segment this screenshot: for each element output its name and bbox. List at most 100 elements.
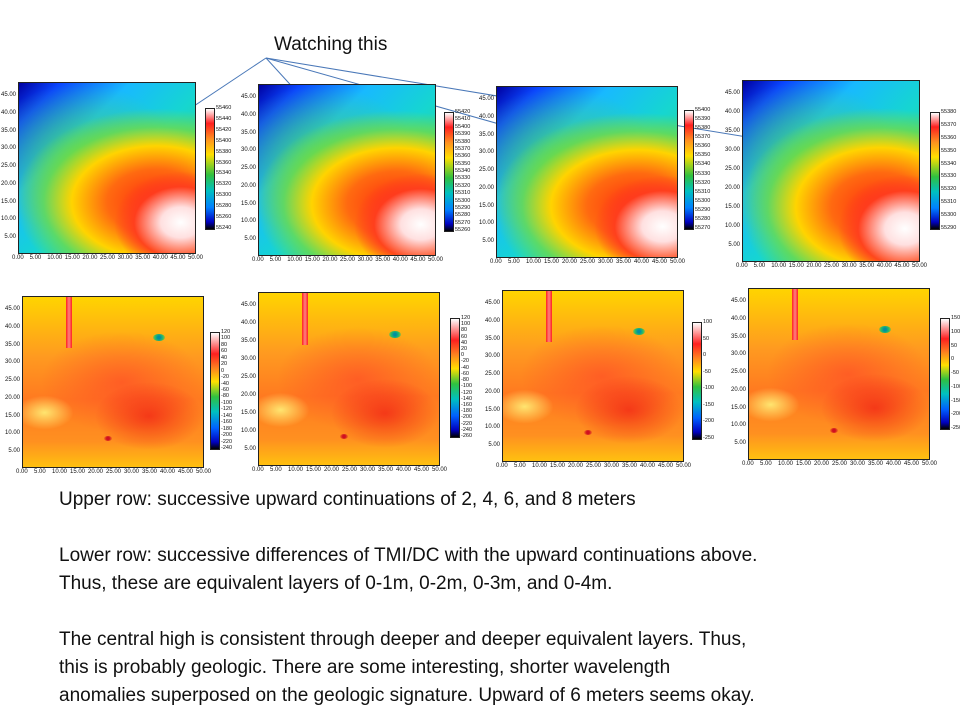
upper-map-1-xtick: 45.00 [170, 255, 186, 261]
upper-map-3-xtick: 50.00 [670, 259, 686, 265]
upper-map-4-ytick: 5.00 [728, 242, 740, 248]
upper-map-4-ytick: 25.00 [724, 166, 740, 172]
lower-map-2-xtick: 10.00 [288, 467, 304, 473]
lower-colorbar-1-tick: 100 [221, 335, 231, 342]
upper-colorbar-3-tick: 55350 [695, 152, 711, 159]
upper-colorbar-2 [444, 112, 454, 232]
lower-map-3-xtick: 35.00 [622, 463, 638, 469]
lower-map-2-ytick: 25.00 [240, 374, 256, 380]
upper-map-2-xtick: 0.00 [252, 257, 264, 263]
lower-colorbar-2 [450, 318, 460, 438]
lower-map-4-ytick: 30.00 [730, 351, 746, 358]
lower-map-2-xtick: 45.00 [414, 467, 430, 473]
upper-map-1-ytick: 15.00 [0, 198, 16, 205]
lower-map-4-xtick: 25.00 [832, 461, 848, 467]
upper-colorbar-1-tick: 55400 [216, 137, 232, 144]
lower-map-3-ytick: 5.00 [488, 442, 500, 448]
upper-colorbar-1-tick: 55300 [216, 192, 232, 199]
upper-colorbar-2-tick: 55410 [455, 116, 471, 123]
upper-map-3-ytick: 5.00 [482, 238, 494, 244]
lower-map-1-ytick: 40.00 [4, 323, 20, 330]
upper-colorbar-3-tick: 55360 [695, 143, 711, 150]
upper-map-4-ytick: 45.00 [724, 90, 740, 96]
lower-colorbar-2-tick: -140 [461, 395, 473, 402]
upper-colorbar-4-tick: 55310 [941, 199, 957, 206]
upper-map-3-xtick: 15.00 [544, 259, 560, 265]
upper-colorbar-3-tick: 55400 [695, 107, 711, 113]
lower-map-3-xtick: 10.00 [532, 463, 548, 469]
lower-map-1-ytick: 45.00 [4, 306, 20, 312]
lower-map-4-xtick: 40.00 [886, 461, 902, 467]
lower-map-4-ytick: 20.00 [730, 386, 746, 393]
lower-map-3-ytick: 30.00 [484, 353, 500, 360]
upper-map-3-ytick: 30.00 [478, 149, 494, 156]
upper-map-3-xtick: 25.00 [580, 259, 596, 265]
upper-colorbar-4-tick: 55350 [941, 147, 957, 154]
lower-map-3-ytick: 20.00 [484, 388, 500, 395]
lower-map-1-xtick: 0.00 [16, 469, 28, 475]
upper-map-2-ytick: 40.00 [240, 111, 256, 118]
lower-colorbar-2-tick: -260 [461, 433, 473, 439]
lower-colorbar-2-tick: 60 [461, 333, 468, 340]
lower-colorbar-3-tick: -100 [703, 385, 715, 392]
lower-colorbar-3 [692, 322, 702, 440]
lower-map-3-xtick: 45.00 [658, 463, 674, 469]
upper-map-2-xtick: 15.00 [304, 257, 320, 263]
lower-colorbar-1-tick: -40 [221, 380, 229, 387]
upper-colorbar-4-tick: 55380 [941, 109, 957, 115]
upper-colorbar-2-tick: 55420 [455, 109, 471, 115]
lower-map-1-xtick: 5.00 [34, 469, 46, 475]
lower-map-1-ytick: 10.00 [4, 430, 20, 437]
upper-colorbar-3-tick: 55310 [695, 188, 711, 195]
lower-map-4-ytick: 15.00 [730, 404, 746, 411]
upper-map-3 [496, 86, 678, 258]
upper-colorbar-3-tick: 55300 [695, 197, 711, 204]
upper-map-3-ytick: 40.00 [478, 113, 494, 120]
upper-colorbar-4-tick: 55330 [941, 173, 957, 180]
lower-colorbar-4-tick: 100 [951, 328, 960, 335]
upper-map-1-xtick: 40.00 [152, 255, 168, 261]
lower-map-4-xtick: 15.00 [796, 461, 812, 467]
lower-map-2-xtick: 0.00 [252, 467, 264, 473]
upper-map-2-xtick: 25.00 [340, 257, 356, 263]
lower-map-3-xtick: 0.00 [496, 463, 508, 469]
small-anomaly [340, 434, 348, 440]
lower-map-3-xtick: 40.00 [640, 463, 656, 469]
upper-colorbar-3-tick: 55340 [695, 161, 711, 168]
dipole-anomaly [632, 328, 645, 336]
upper-map-1-xtick: 25.00 [100, 255, 116, 261]
lower-colorbar-1-tick: -60 [221, 387, 229, 393]
lower-map-2-ytick: 40.00 [240, 320, 256, 326]
lower-colorbar-2-tick: -100 [461, 383, 473, 390]
lower-colorbar-4-tick: 150 [951, 315, 960, 321]
annotation-label: Watching this [274, 34, 388, 55]
upper-map-1-xtick: 10.00 [47, 255, 63, 261]
upper-map-2-ytick: 45.00 [240, 94, 256, 100]
upper-colorbar-2-tick: 55310 [455, 190, 471, 197]
lower-colorbar-2-tick: -40 [461, 364, 469, 371]
lower-map-4-xtick: 10.00 [778, 461, 794, 467]
upper-colorbar-3-tick: 55280 [695, 215, 711, 222]
lower-map-4-ytick: 35.00 [730, 333, 746, 340]
upper-colorbar-3-tick: 55270 [695, 225, 711, 231]
upper-map-4-xtick: 45.00 [894, 263, 910, 269]
upper-colorbar-4-tick: 55340 [941, 160, 957, 167]
upper-map-1-xtick: 15.00 [64, 255, 80, 261]
lower-map-4-xtick: 35.00 [868, 461, 884, 467]
lower-colorbar-2-tick: -160 [461, 401, 473, 408]
caption-line-5: this is probably geologic. There are som… [59, 657, 671, 678]
lower-map-3-ytick: 35.00 [484, 335, 500, 342]
lower-map-1-ytick: 15.00 [4, 412, 20, 419]
upper-map-2-xtick: 40.00 [392, 257, 408, 263]
lower-map-4-ytick: 25.00 [730, 369, 746, 375]
upper-colorbar-2-tick: 55340 [455, 168, 471, 174]
lower-map-3-xtick: 25.00 [586, 463, 602, 469]
lower-colorbar-4-tick: 50 [951, 342, 958, 349]
upper-map-1-xtick: 30.00 [117, 255, 133, 261]
lower-map-2-xtick: 20.00 [324, 467, 340, 473]
upper-colorbar-3-tick: 55370 [695, 134, 711, 141]
upper-map-3-xtick: 35.00 [616, 259, 632, 265]
upper-map-2-ytick: 35.00 [240, 129, 256, 136]
upper-map-1 [18, 82, 196, 254]
lower-map-3-ytick: 10.00 [484, 424, 500, 431]
